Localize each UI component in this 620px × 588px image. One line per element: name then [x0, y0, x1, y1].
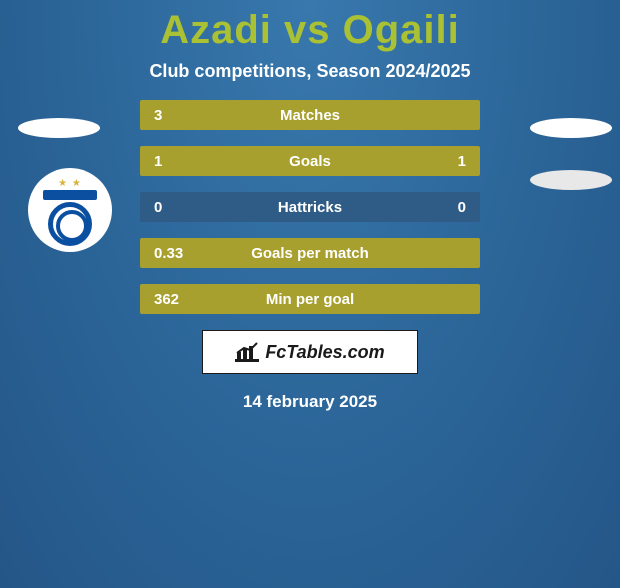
watermark-text: FcTables.com — [265, 342, 384, 363]
stat-label: Min per goal — [195, 291, 425, 308]
stat-bar: 0.33Goals per match — [140, 238, 480, 268]
right-slot-1 — [530, 118, 612, 138]
stat-bar: 0Hattricks0 — [140, 192, 480, 222]
stat-row: 0.33Goals per match — [140, 238, 480, 268]
badge-rings-icon — [48, 202, 92, 246]
stat-label: Hattricks — [195, 199, 425, 216]
stat-row: 1Goals1 — [140, 146, 480, 176]
stat-row: 362Min per goal — [140, 284, 480, 314]
page-title: Azadi vs Ogaili — [0, 8, 620, 53]
team-badge-left: ★ ★ — [28, 168, 112, 252]
right-slot-2 — [530, 170, 612, 190]
stat-label: Matches — [195, 107, 425, 124]
left-slot-1 — [18, 118, 100, 138]
stat-value-left: 3 — [140, 107, 195, 124]
stat-bars: 3Matches 1Goals1 0Hattricks0 0.33Goals per … — [140, 100, 480, 314]
stat-bar: 1Goals1 — [140, 146, 480, 176]
stat-row: 0Hattricks0 — [140, 192, 480, 222]
stat-label: Goals per match — [195, 245, 425, 262]
stat-value-right: 1 — [425, 153, 480, 170]
subtitle: Club competitions, Season 2024/2025 — [0, 61, 620, 82]
stat-value-right: 0 — [425, 199, 480, 216]
stat-bar: 362Min per goal — [140, 284, 480, 314]
stat-value-left: 0 — [140, 199, 195, 216]
watermark-badge: FcTables.com — [202, 330, 418, 374]
stat-label: Goals — [195, 153, 425, 170]
chart-icon — [235, 342, 259, 362]
badge-ribbon — [43, 190, 97, 200]
stat-row: 3Matches — [140, 100, 480, 130]
stat-value-left: 1 — [140, 153, 195, 170]
comparison-area: ★ ★ 3Matches 1Goals1 0Hattricks0 0.33Goals … — [0, 100, 620, 412]
stat-value-left: 0.33 — [140, 245, 195, 262]
date-label: 14 february 2025 — [0, 392, 620, 412]
stat-value-left: 362 — [140, 291, 195, 308]
badge-stars-icon: ★ ★ — [58, 178, 82, 189]
stat-bar: 3Matches — [140, 100, 480, 130]
